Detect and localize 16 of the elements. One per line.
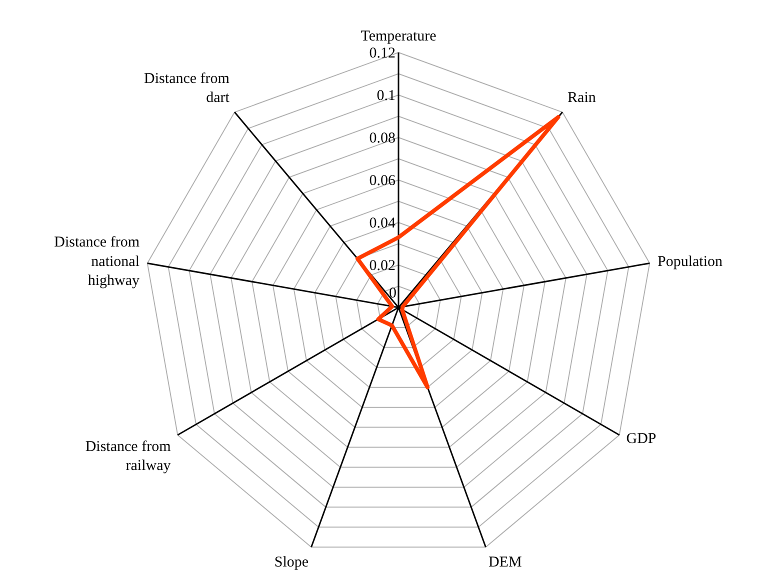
spoke-label: Population <box>658 254 724 270</box>
y-tick-label: 0.06 <box>369 173 396 189</box>
spoke-label: Slope <box>274 554 309 571</box>
y-tick-label: 0.08 <box>369 130 396 146</box>
spoke-label: Distance from dart <box>144 70 230 106</box>
spoke-label: Distance from national highway <box>54 234 140 290</box>
spoke-label: GDP <box>626 431 656 447</box>
y-tick-label: 0.12 <box>369 46 396 62</box>
y-tick-label: 0 <box>389 286 396 302</box>
spoke-label: Temperature <box>360 28 437 44</box>
y-tick-label: 0.1 <box>376 88 396 104</box>
y-tick-label: 0.02 <box>369 258 396 274</box>
y-tick-label: 0.04 <box>369 216 396 232</box>
spoke-label: Distance from railway <box>85 439 172 474</box>
spoke-label: Rain <box>568 90 596 106</box>
spoke-label: DEM <box>488 554 522 571</box>
